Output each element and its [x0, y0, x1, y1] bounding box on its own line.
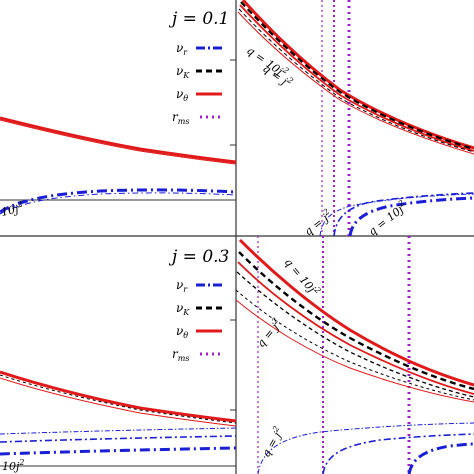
- nu-theta-curve: [0, 370, 237, 423]
- nu-theta-curve: [237, 261, 474, 395]
- q-annotation: q = 10j2: [282, 254, 323, 299]
- nu-theta-curve: [241, 0, 474, 150]
- nu-theta-curve-thin: [0, 377, 237, 427]
- nu-k-curve: [240, 1, 474, 151]
- legend-label-nu-theta: νθ: [176, 87, 188, 103]
- nu-theta-curve: [238, 238, 474, 387]
- nu-k-curve: [235, 289, 474, 401]
- panel-bottom-left: 10j2 j = 0.3 νr νK νθ rms: [0, 247, 237, 473]
- nu-r-curve: [0, 188, 237, 214]
- q-annotation: 10j2: [2, 458, 25, 473]
- j-label: j = 0.1: [168, 9, 229, 29]
- legend: νr νK νθ rms: [172, 41, 222, 126]
- nu-r-curve: [407, 442, 474, 474]
- nu-r-curve: [0, 435, 237, 443]
- q-annotation: q = 10j2: [365, 198, 410, 238]
- legend-label-nu-theta: νθ: [176, 324, 188, 340]
- nu-r-curve: [257, 422, 474, 474]
- j-label: j = 0.3: [168, 247, 229, 267]
- panel-bottom-right: q = 10j2 q = j2 q = j2: [235, 236, 474, 474]
- legend-label-nu-k: νK: [176, 64, 190, 80]
- nu-r-curve: [322, 433, 474, 474]
- nu-theta-curve: [237, 11, 474, 155]
- nu-r-curve: [0, 446, 237, 456]
- q-annotation: q = j2: [258, 424, 287, 459]
- legend-label-r-ms: rms: [172, 110, 189, 126]
- legend-label-nu-k: νK: [176, 301, 190, 317]
- panel-top-left: 10j2 j = 0.1 νr νK νθ rms: [0, 9, 237, 219]
- nu-k-curve-thin: [0, 374, 237, 424]
- nu-k-curve: [238, 8, 474, 153]
- legend-label-nu-r: νr: [176, 41, 188, 57]
- nu-r-curve: [0, 427, 237, 435]
- panel-top-right: q = 10j2 q = j2 q = j2 q = 10j2: [237, 0, 474, 238]
- nu-r-curve: [333, 192, 474, 237]
- nu-r-curve-thin: [0, 192, 237, 215]
- nu-theta-curve: [0, 116, 237, 164]
- legend: νr νK νθ rms: [172, 278, 222, 363]
- nu-theta-curve: [239, 4, 474, 152]
- q-annotation: 10j2: [0, 200, 25, 219]
- nu-k-curve: [238, 251, 474, 391]
- legend-label-nu-r: νr: [176, 278, 188, 294]
- nu-theta-curve-thin: [0, 119, 237, 165]
- nu-r-curve: [319, 193, 474, 237]
- legend-label-r-ms: rms: [172, 347, 189, 363]
- nu-theta-curve: [235, 299, 474, 403]
- q-annotation: q = j2: [301, 207, 335, 238]
